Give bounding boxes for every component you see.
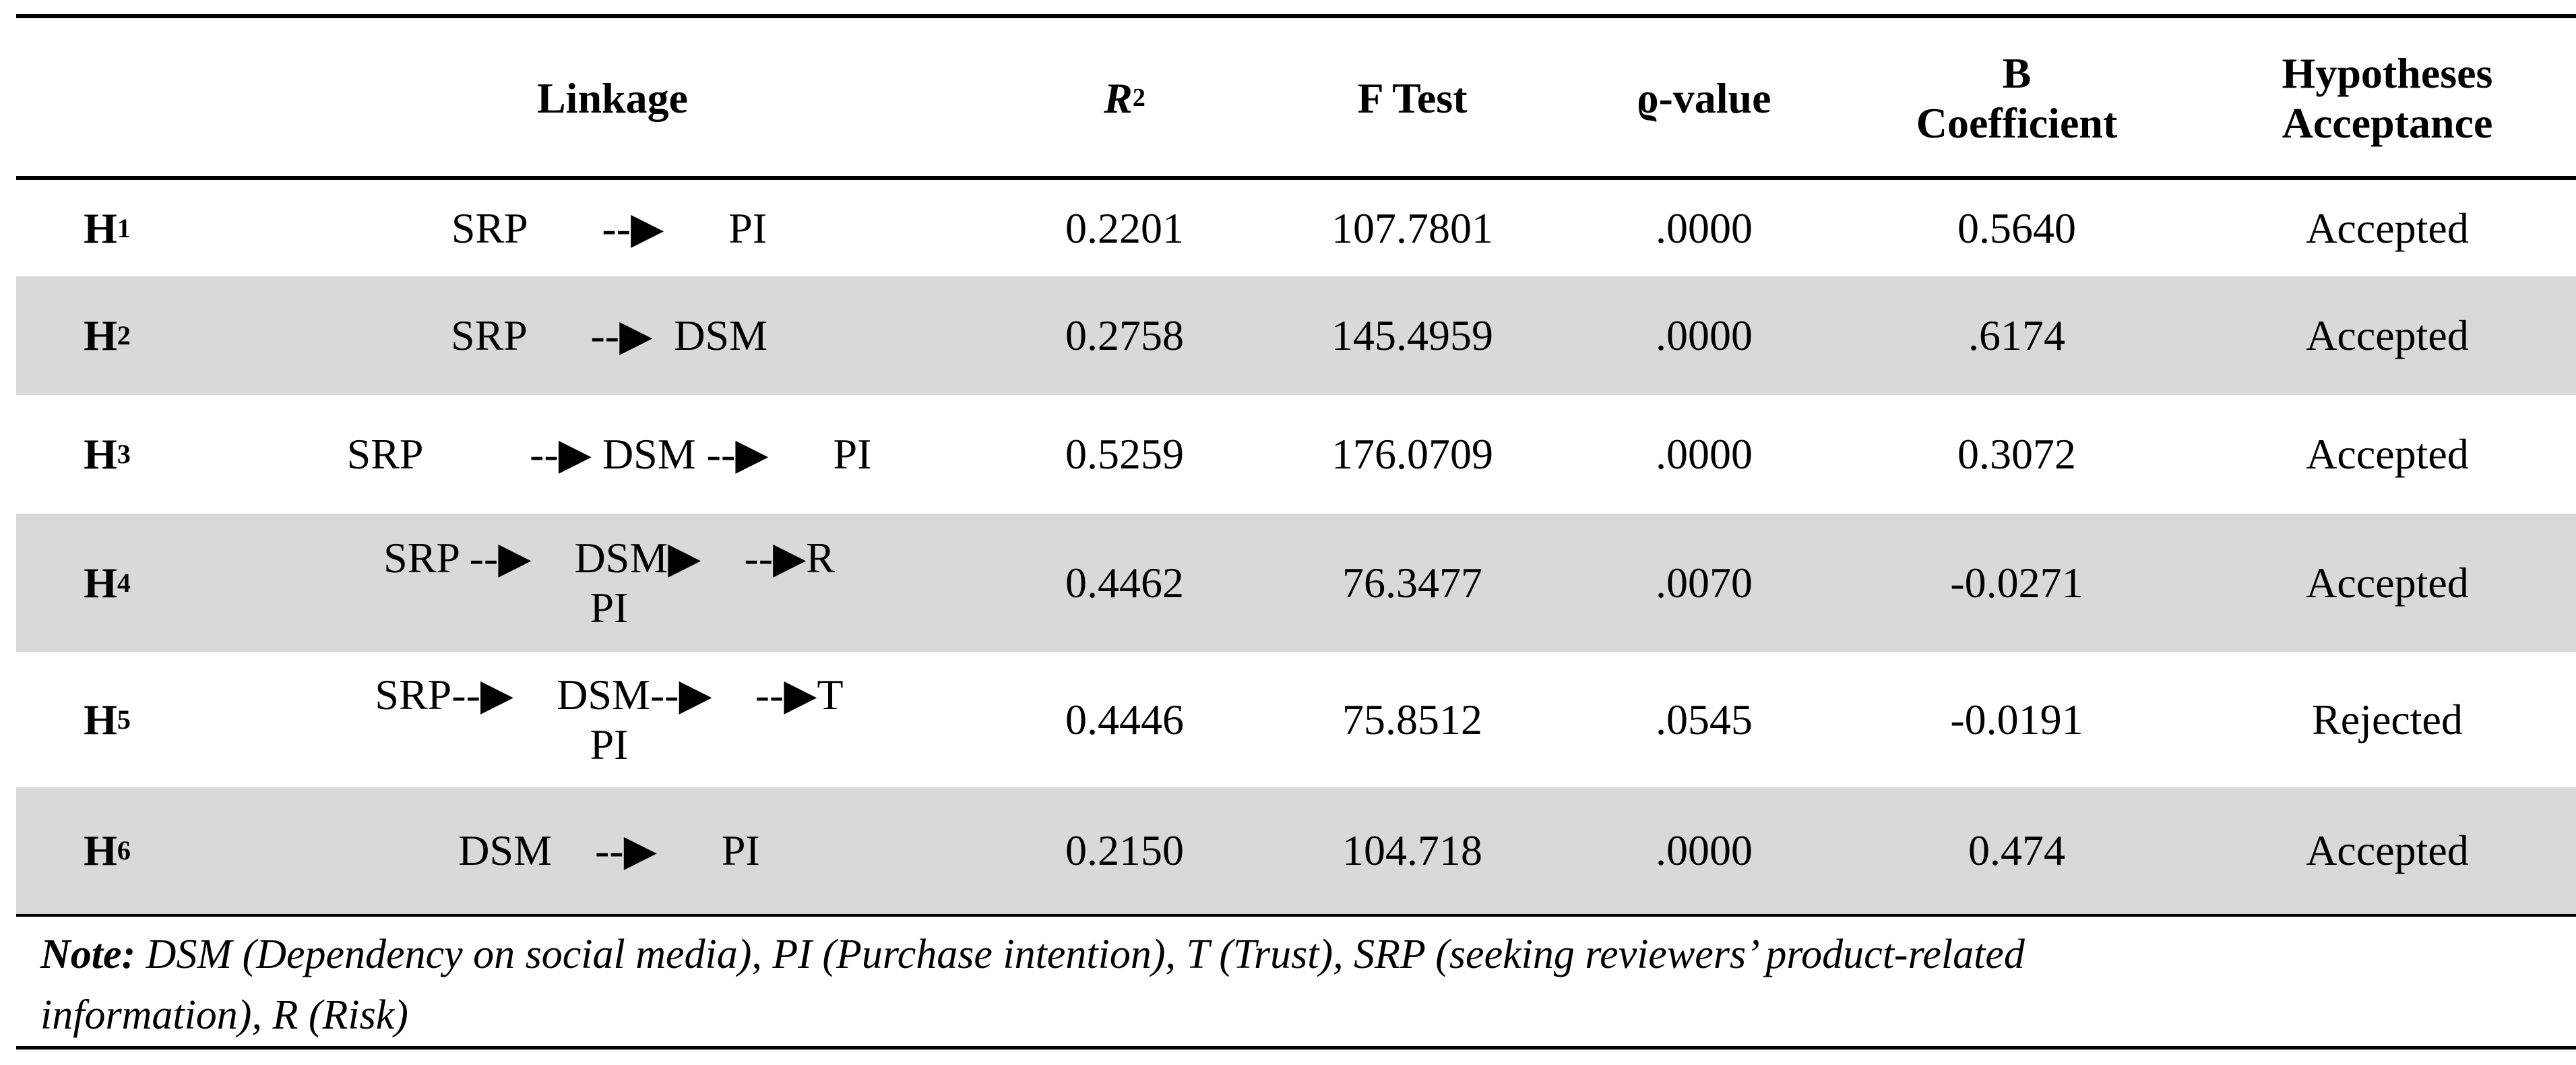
header-rule: [16, 176, 2576, 180]
table-row: H 3 SRP --▶ DSM --▶ PI 0.5259 176.0709 .0000 0…: [16, 395, 2576, 514]
header-f-test: F Test: [1357, 73, 1468, 122]
table-row: H 5 SRP--▶ DSM--▶ --▶T PI 0.4446 75.8512 .0545…: [16, 652, 2576, 787]
acceptance-status: Accepted: [2306, 204, 2469, 252]
r2-value: 0.2150: [1065, 826, 1184, 875]
acceptance-status: Accepted: [2306, 558, 2469, 607]
bottom-rule: [16, 1046, 2576, 1049]
b-coefficient-value: .6174: [1968, 311, 2065, 360]
p-value: .0000: [1656, 826, 1753, 875]
linkage-line: SRP --▶ DSM▶ --▶R: [383, 533, 835, 582]
p-value: .0000: [1656, 311, 1753, 360]
table-row: H 2 SRP --▶ DSM 0.2758 145.4959 .0000 .6174 Acc…: [16, 276, 2576, 395]
f-test-value: 145.4959: [1331, 311, 1493, 360]
linkage-line: PI: [590, 583, 629, 632]
table-row: H 4 SRP --▶ DSM▶ --▶R PI 0.4462 76.3477 .0070 -…: [16, 514, 2576, 652]
linkage-line: DSM --▶ PI: [458, 826, 760, 875]
b-coefficient-value: 0.5640: [1957, 204, 2076, 252]
header-b-coefficient: B Coefficient: [1916, 49, 2118, 147]
acceptance-status: Accepted: [2306, 311, 2469, 360]
table-row: H 6 DSM --▶ PI 0.2150 104.718 .0000 0.474 Accep…: [16, 787, 2576, 914]
linkage-cell: DSM --▶ PI: [458, 787, 759, 914]
note-top-rule: [16, 914, 2576, 917]
top-rule: [16, 14, 2576, 18]
r2-value: 0.4462: [1065, 558, 1184, 607]
r2-value: 0.2201: [1065, 204, 1184, 252]
f-test-value: 76.3477: [1342, 558, 1482, 607]
p-value: .0000: [1656, 430, 1753, 479]
acceptance-status: Accepted: [2306, 430, 2469, 479]
f-test-value: 176.0709: [1331, 430, 1493, 479]
header-hypotheses-acceptance: Hypotheses Acceptance: [2282, 49, 2493, 147]
p-value: .0545: [1656, 695, 1753, 743]
r2-value: 0.4446: [1065, 695, 1184, 743]
linkage-line: SRP --▶ PI: [451, 204, 767, 252]
r2-value: 0.5259: [1065, 430, 1184, 479]
b-coefficient-value: -0.0191: [1950, 695, 2083, 743]
r2-value: 0.2758: [1065, 311, 1184, 360]
linkage-cell: SRP--▶ DSM--▶ --▶T PI: [375, 652, 843, 787]
linkage-cell: SRP --▶ DSM▶ --▶R PI: [383, 514, 835, 652]
linkage-cell: SRP --▶ DSM --▶ PI: [347, 395, 872, 514]
linkage-line: SRP --▶ DSM --▶ PI: [346, 430, 872, 479]
f-test-value: 75.8512: [1342, 695, 1482, 743]
b-coefficient-value: 0.474: [1968, 826, 2065, 875]
linkage-cell: SRP --▶ DSM: [451, 276, 767, 395]
linkage-cell: SRP --▶ PI: [451, 180, 767, 276]
linkage-line: SRP --▶ DSM: [450, 311, 768, 360]
linkage-line: PI: [590, 720, 629, 768]
f-test-value: 104.718: [1342, 826, 1482, 875]
header-linkage: Linkage: [536, 73, 689, 122]
acceptance-status: Accepted: [2306, 826, 2469, 875]
table-note: Note: DSM (Dependency on social media), …: [40, 925, 2197, 1046]
f-test-value: 107.7801: [1331, 204, 1493, 252]
linkage-line: SRP--▶ DSM--▶ --▶T: [375, 670, 844, 719]
p-value: .0070: [1656, 558, 1753, 607]
b-coefficient-value: 0.3072: [1957, 430, 2076, 479]
acceptance-status: Rejected: [2312, 695, 2463, 743]
table-row: H 1 SRP --▶ PI 0.2201 107.7801 .0000 0.5640 Acc…: [16, 180, 2576, 276]
header-p-value: ϱ-value: [1637, 73, 1771, 122]
note-text: DSM (Dependency on social media), PI (Pu…: [40, 932, 2025, 1038]
b-coefficient-value: -0.0271: [1950, 558, 2083, 607]
p-value: .0000: [1656, 204, 1753, 252]
note-label: Note:: [40, 932, 136, 977]
